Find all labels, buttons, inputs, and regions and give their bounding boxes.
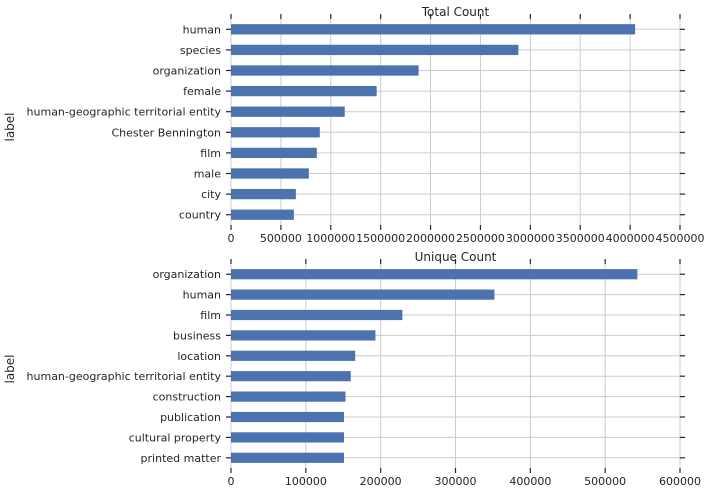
- bar: [231, 289, 495, 300]
- y-tick-label: Chester Bennington: [111, 126, 221, 139]
- x-tick-label: 500000: [260, 232, 302, 245]
- y-tick-label: organization: [153, 65, 221, 78]
- bar: [231, 209, 294, 220]
- bar: [231, 24, 636, 35]
- x-tick-label: 1000000: [306, 232, 355, 245]
- x-tick-label: 0: [228, 232, 235, 245]
- y-tick-label: film: [200, 309, 221, 322]
- bar: [231, 371, 351, 382]
- y-tick-label: film: [200, 147, 221, 160]
- y-tick-label: publication: [160, 411, 221, 424]
- bar: [231, 85, 377, 97]
- x-tick-label: 100000: [285, 475, 327, 488]
- bar: [231, 106, 345, 117]
- y-tick-label: organization: [153, 268, 221, 281]
- bar: [231, 147, 317, 159]
- y-tick-label: female: [183, 85, 221, 98]
- bar: [231, 309, 403, 321]
- x-tick-label: 500000: [584, 475, 626, 488]
- bar: [231, 330, 376, 341]
- chart-title: Unique Count: [415, 250, 497, 264]
- x-tick-label: 2000000: [406, 232, 455, 245]
- x-tick-label: 300000: [435, 475, 477, 488]
- y-tick-label: printed matter: [141, 452, 222, 465]
- y-tick-label: country: [179, 209, 222, 222]
- x-tick-label: 1500000: [356, 232, 405, 245]
- y-tick-label: human: [183, 23, 221, 36]
- x-tick-label: 600000: [659, 475, 701, 488]
- x-tick-label: 200000: [360, 475, 402, 488]
- y-tick-label: human: [183, 289, 221, 302]
- bar: [231, 269, 638, 280]
- bar: [231, 432, 344, 443]
- chart-panel-2: organization human film business location hum…: [3, 250, 701, 488]
- bar: [231, 44, 519, 56]
- y-axis-label: label: [3, 354, 17, 383]
- bar: [231, 168, 309, 179]
- x-tick-label: 0: [228, 475, 235, 488]
- y-axis-label: label: [3, 112, 17, 141]
- bar: [231, 65, 419, 76]
- y-tick-label: cultural property: [129, 431, 222, 444]
- bar: [231, 127, 320, 138]
- bar: [231, 452, 344, 463]
- x-tick-label: 2500000: [456, 232, 505, 245]
- y-tick-label: human-geographic territorial entity: [27, 370, 222, 383]
- chart-title: Total Count: [421, 5, 490, 19]
- y-tick-label: business: [173, 329, 221, 342]
- y-tick-label: city: [201, 188, 221, 201]
- x-tick-label: 3000000: [506, 232, 555, 245]
- y-tick-label: human-geographic territorial entity: [27, 106, 222, 119]
- bar: [231, 391, 346, 402]
- y-tick-label: construction: [153, 391, 221, 404]
- x-tick-label: 4000000: [606, 232, 655, 245]
- bar: [231, 188, 296, 200]
- bar: [231, 411, 344, 423]
- y-tick-label: location: [177, 350, 221, 363]
- x-tick-label: 4500000: [656, 232, 705, 245]
- chart-panel-1: human species organization female human-geog…: [3, 5, 705, 245]
- y-tick-label: male: [194, 168, 222, 181]
- y-tick-label: species: [180, 44, 221, 57]
- x-tick-label: 3500000: [556, 232, 605, 245]
- x-tick-label: 400000: [509, 475, 551, 488]
- bar: [231, 350, 356, 361]
